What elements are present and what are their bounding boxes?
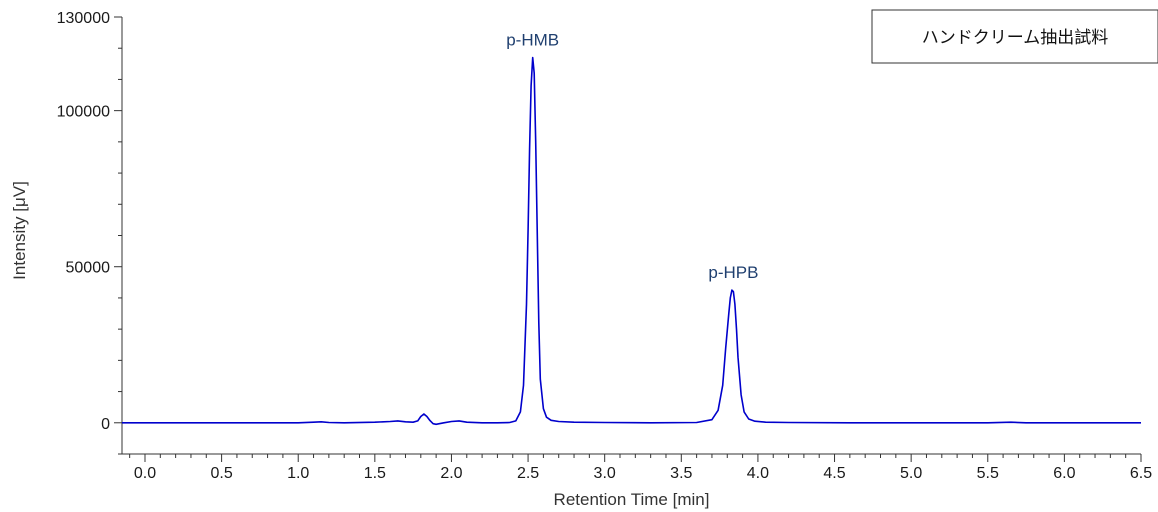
x-axis-ticks: 0.0 0.5 1.0 1.5 2.0 2.5 3.0 3.5 4.0 4.5 5.0 5.5 6.0 6… [129,454,1152,482]
x-tick-label: 3.0 [594,465,616,482]
y-tick-label: 0 [101,416,110,433]
legend-border [871,9,1158,64]
x-tick-label: 5.5 [977,465,999,482]
legend-box: ハンドクリーム抽出試料 [871,9,1158,64]
peak-label: p-HMB [506,31,559,50]
y-axis-title: Intensity [μV] [10,181,29,280]
x-tick-label: 2.0 [440,465,462,482]
x-tick-label: 6.0 [1053,465,1075,482]
y-tick-label: 100000 [57,104,110,121]
x-tick-label: 6.5 [1130,465,1152,482]
y-tick-label: 130000 [57,10,110,27]
x-tick-label: 4.0 [747,465,769,482]
x-tick-label: 1.0 [287,465,309,482]
x-tick-label: 5.0 [900,465,922,482]
legend-label: ハンドクリーム抽出試料 [922,28,1109,48]
x-tick-label: 1.5 [364,465,386,482]
x-tick-label: 4.5 [823,465,845,482]
y-axis-ticks: 0 50000 100000 130000 [57,10,122,455]
x-tick-label: 2.5 [517,465,539,482]
y-tick-label: 50000 [66,260,111,277]
chromatogram-trace [122,56,1141,426]
x-tick-label: 3.5 [670,465,692,482]
peak-annotations: p-HMB p-HPB [506,31,758,283]
x-tick-label: 0.5 [210,465,232,482]
peak-label: p-HPB [708,263,758,282]
x-tick-label: 0.0 [134,465,156,482]
x-axis-title: Retention Time [min] [554,490,710,509]
